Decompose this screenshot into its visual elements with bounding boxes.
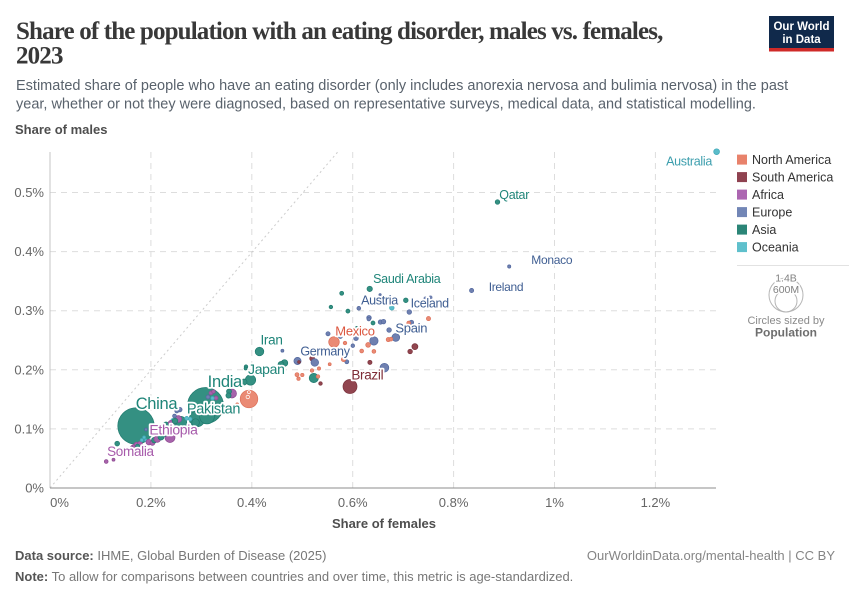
svg-text:0.8%: 0.8% [439,495,469,510]
svg-text:Ethiopia: Ethiopia [149,421,198,437]
svg-text:India: India [208,373,243,391]
svg-text:Africa: Africa [752,188,784,202]
svg-text:Spain: Spain [395,321,427,336]
svg-text:1.4B: 1.4B [775,273,797,285]
svg-text:Share of males: Share of males [15,122,108,137]
svg-text:0%: 0% [25,481,44,496]
svg-text:Iceland: Iceland [411,296,450,310]
svg-text:Data source: IHME, Global Burd: Data source: IHME, Global Burden of Dise… [15,548,326,563]
svg-text:China: China [136,395,179,413]
svg-text:0.4%: 0.4% [14,244,44,259]
svg-text:0.2%: 0.2% [136,495,166,510]
svg-text:0.1%: 0.1% [14,421,44,436]
svg-text:0%: 0% [50,495,69,510]
svg-text:Estimated share of people who: Estimated share of people who have an ea… [16,78,788,94]
svg-text:Europe: Europe [752,206,792,220]
svg-text:Saudi Arabia: Saudi Arabia [373,272,441,286]
svg-text:Population: Population [755,326,817,340]
svg-text:Qatar: Qatar [499,188,529,202]
svg-text:0.3%: 0.3% [14,303,44,318]
svg-text:OurWorldinData.org/mental-heal: OurWorldinData.org/mental-health | CC BY [587,548,835,563]
svg-text:Japan: Japan [248,361,285,377]
svg-text:Austria: Austria [361,294,398,308]
svg-text:Mexico: Mexico [335,323,374,338]
svg-text:Circles sized by: Circles sized by [747,315,825,327]
svg-text:Share of the population with a: Share of the population with an eating d… [16,18,663,45]
svg-text:Oceania: Oceania [752,241,799,255]
svg-text:Asia: Asia [752,223,776,237]
svg-text:0.2%: 0.2% [14,362,44,377]
svg-text:0.4%: 0.4% [237,495,267,510]
svg-text:2023: 2023 [16,43,63,70]
svg-text:Australia: Australia [666,155,712,169]
svg-text:Somalia: Somalia [107,444,154,459]
svg-text:Our World: Our World [773,21,829,33]
svg-text:Germany: Germany [300,345,350,359]
svg-text:Brazil: Brazil [351,368,383,383]
svg-text:Note: To allow for comparisons: Note: To allow for comparisons between c… [15,569,573,584]
svg-text:in Data: in Data [782,34,821,46]
svg-text:Ireland: Ireland [489,280,524,294]
svg-text:year, whether or not they were: year, whether or not they were diagnosed… [16,97,756,113]
svg-text:Iran: Iran [260,333,282,348]
svg-text:North America: North America [752,153,831,167]
svg-text:1%: 1% [545,495,564,510]
svg-text:Pakistan: Pakistan [187,402,240,418]
svg-text:Monaco: Monaco [531,253,573,267]
svg-text:Share of females: Share of females [332,516,436,531]
svg-text:0.5%: 0.5% [14,185,44,200]
svg-text:0.6%: 0.6% [338,495,368,510]
svg-text:1.2%: 1.2% [641,495,671,510]
svg-text:600M: 600M [773,284,799,296]
svg-text:South America: South America [752,171,833,185]
